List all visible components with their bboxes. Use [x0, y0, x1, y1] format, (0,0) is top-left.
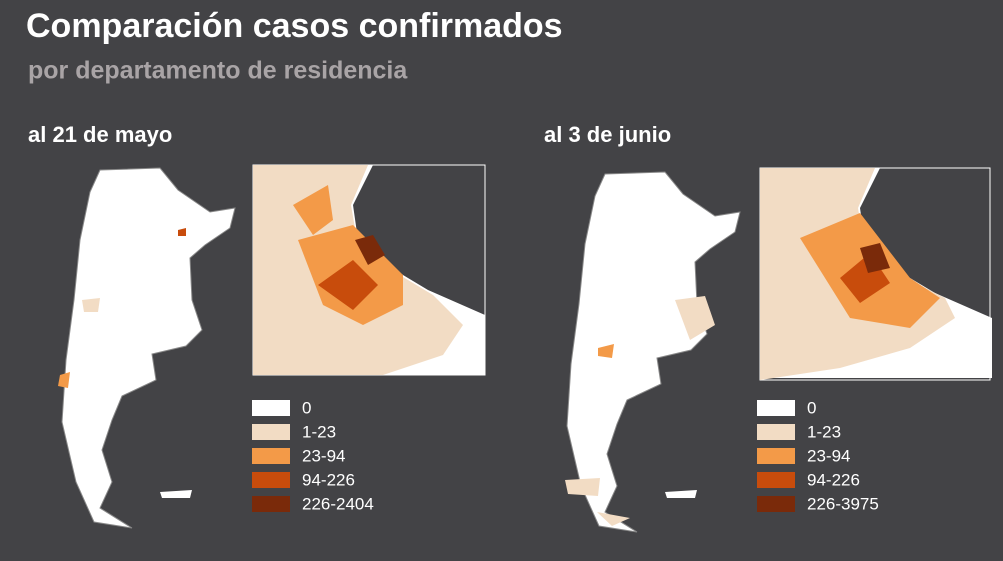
region: [675, 296, 715, 340]
legend-label: 1-23: [807, 422, 841, 441]
legend-label: 226-2404: [302, 494, 374, 513]
legend-label: 0: [302, 398, 311, 417]
legend-swatch: [757, 448, 795, 464]
legend-swatch: [252, 496, 290, 512]
legend-label: 0: [807, 398, 816, 417]
inset-map: [252, 164, 486, 376]
legend-label: 226-3975: [807, 494, 879, 513]
islands: [160, 490, 192, 498]
region: [597, 512, 630, 526]
subtitle: por departamento de residencia: [28, 57, 408, 85]
islands: [665, 490, 697, 498]
region: [82, 298, 100, 312]
legend-label: 1-23: [302, 422, 336, 441]
region: [58, 372, 70, 388]
legend-label: 94-226: [807, 470, 860, 489]
legend-swatch: [252, 448, 290, 464]
legend-swatch: [757, 424, 795, 440]
title: Comparación casos confirmados: [26, 7, 563, 45]
legend-swatch: [252, 424, 290, 440]
region: [178, 228, 186, 236]
legend-label: 23-94: [302, 446, 345, 465]
legend-label: 23-94: [807, 446, 850, 465]
legend-swatch: [757, 400, 795, 416]
legend-label: 94-226: [302, 470, 355, 489]
legend-swatch: [757, 472, 795, 488]
panel-title: al 21 de mayo: [28, 122, 172, 147]
region: [598, 344, 614, 358]
region: [565, 478, 600, 496]
legend-swatch: [757, 496, 795, 512]
inset-map: [759, 167, 992, 381]
panel-title: al 3 de junio: [544, 122, 671, 147]
legend-swatch: [252, 400, 290, 416]
legend-swatch: [252, 472, 290, 488]
panel: al 3 de junio: [544, 122, 992, 533]
panel: al 21 de mayo: [28, 122, 486, 529]
